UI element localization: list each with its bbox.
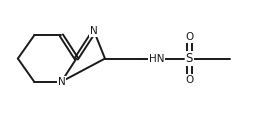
Text: S: S: [186, 52, 193, 65]
Text: N: N: [58, 77, 65, 87]
Text: N: N: [90, 26, 98, 36]
Text: O: O: [185, 32, 193, 42]
Text: HN: HN: [149, 54, 165, 64]
Text: O: O: [185, 75, 193, 85]
